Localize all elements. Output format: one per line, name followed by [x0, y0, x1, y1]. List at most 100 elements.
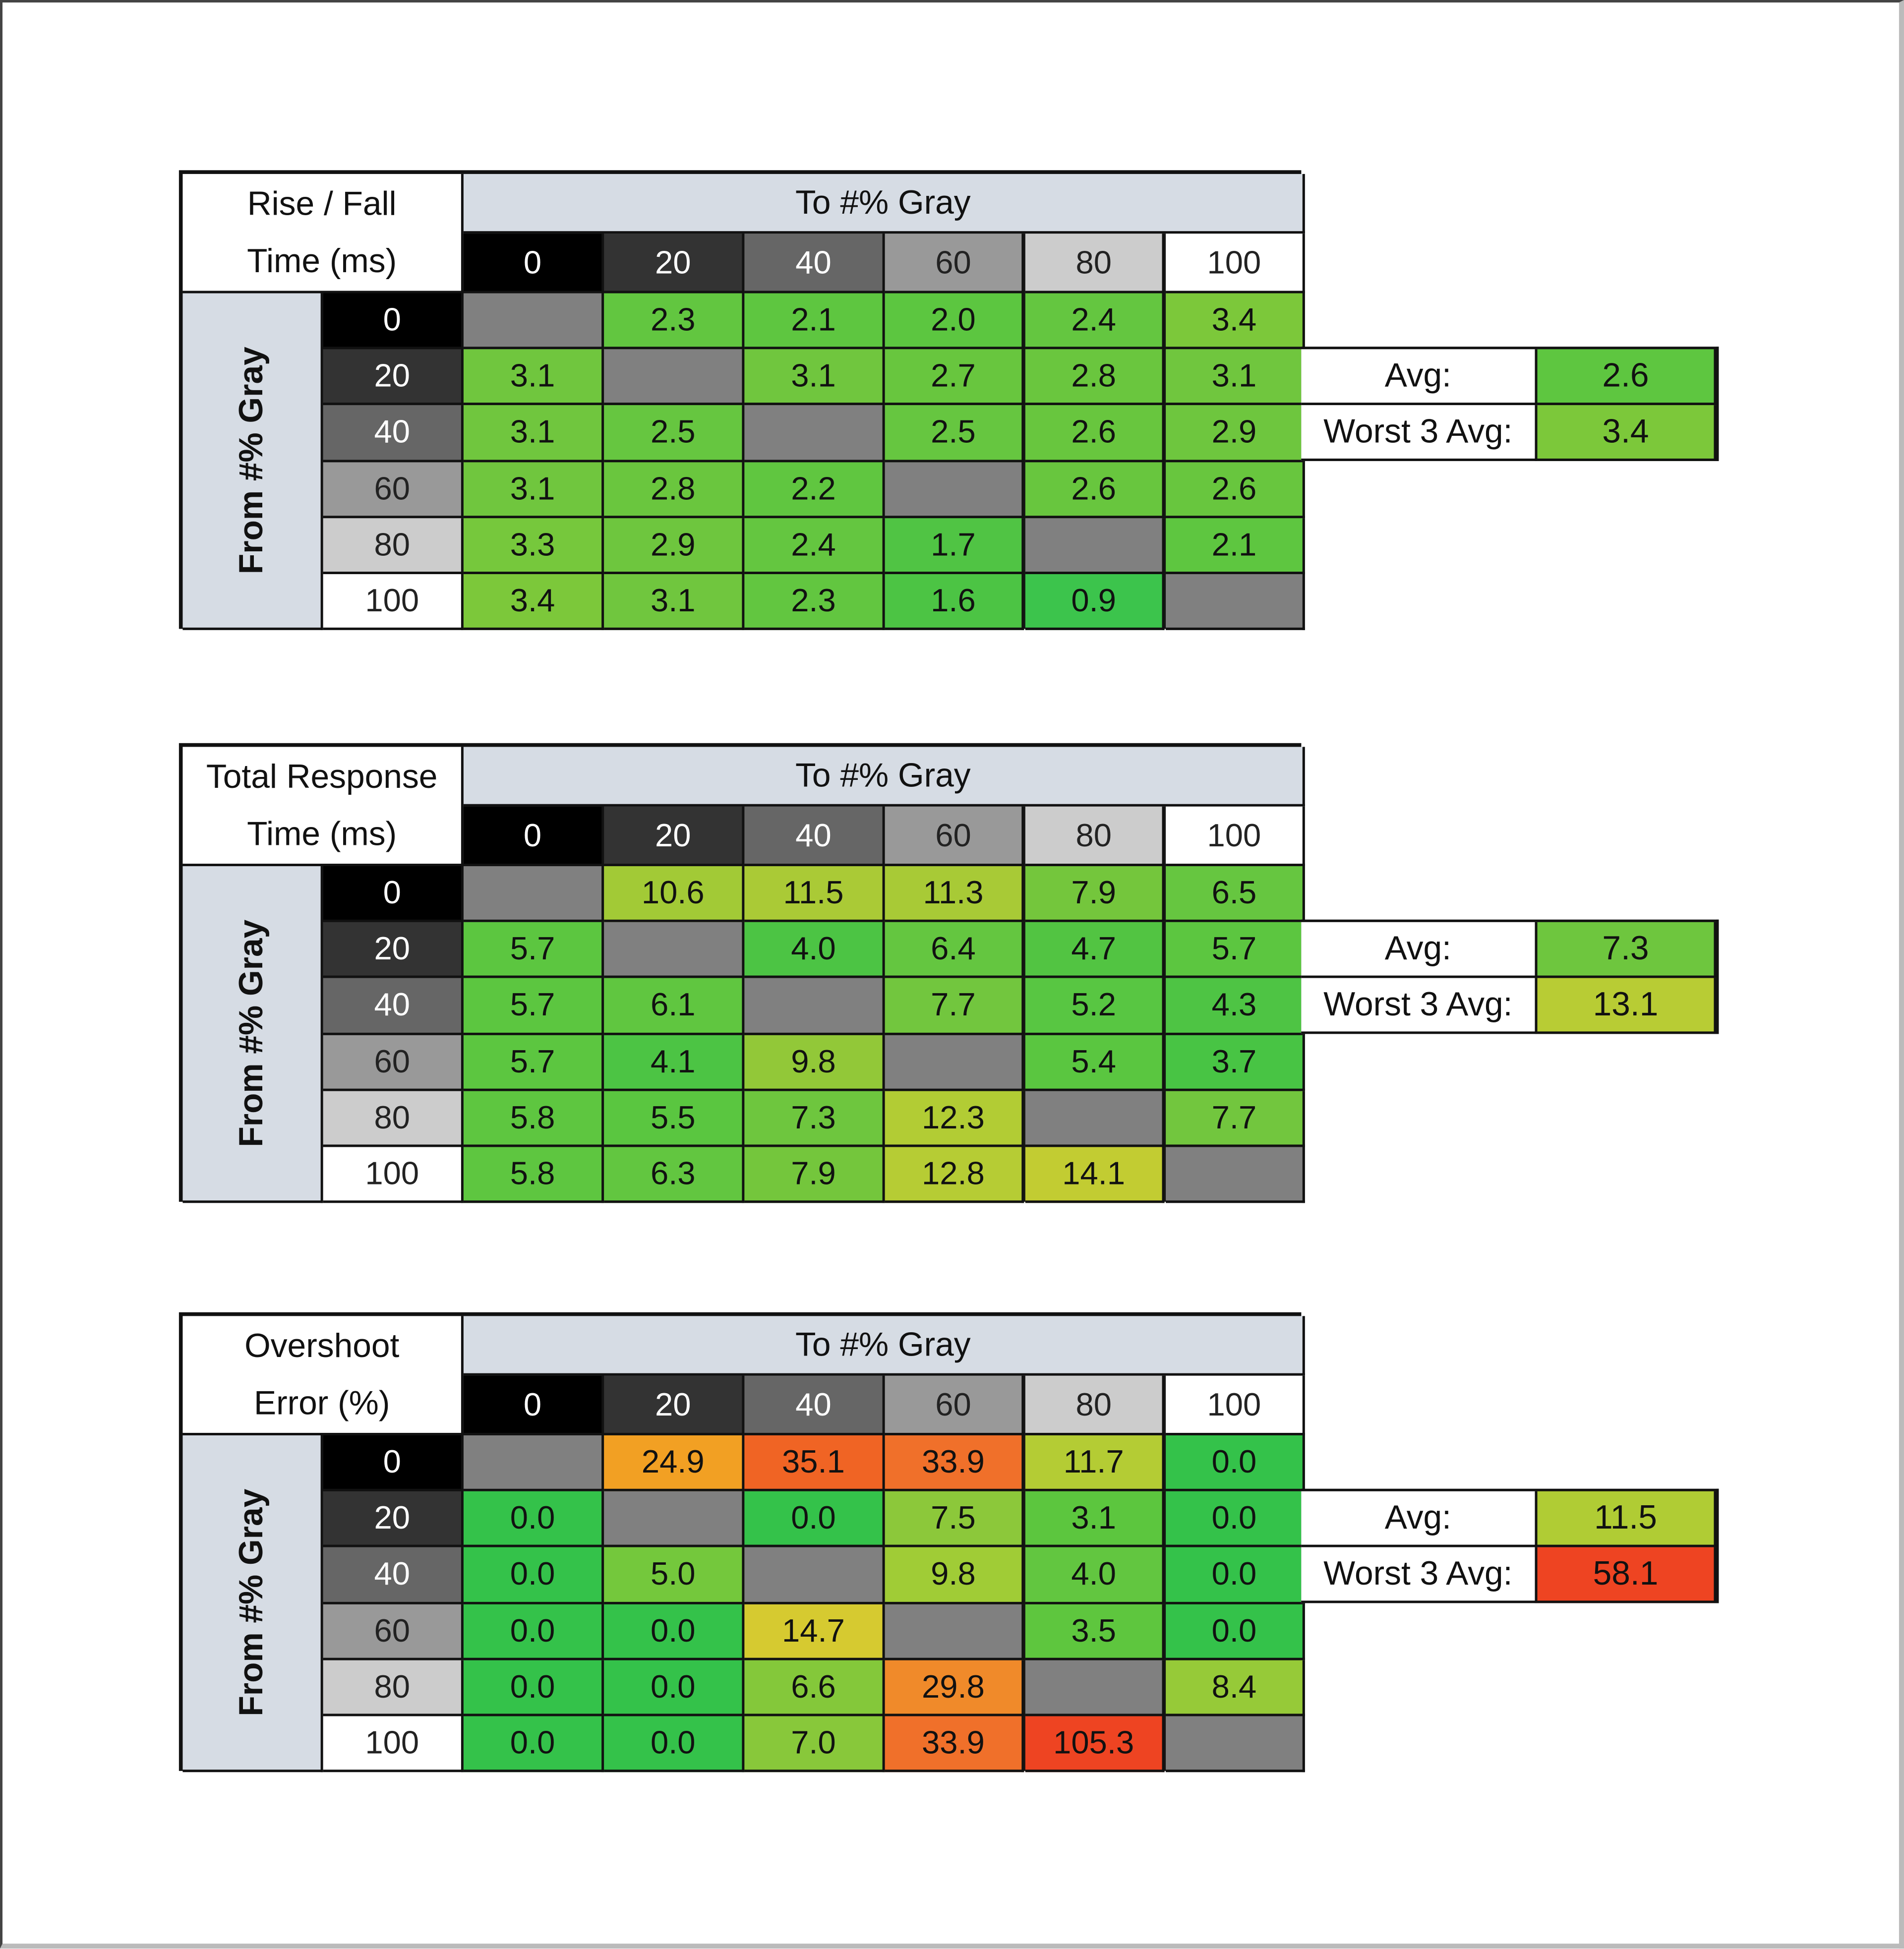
value-cell: 2.8 — [1025, 349, 1165, 406]
column-header: 20 — [604, 234, 745, 294]
value-cell: 14.7 — [744, 1603, 885, 1660]
value-cell: 3.1 — [604, 574, 745, 631]
value-cell: 2.0 — [885, 293, 1024, 350]
summary-box: Avg: 11.5 Worst 3 Avg: 58.1 — [1301, 1488, 1719, 1603]
value-cell: 6.1 — [604, 978, 745, 1035]
value-cell: 5.5 — [604, 1091, 745, 1147]
value-cell: 10.6 — [604, 866, 745, 923]
to-gray-header: To #% Gray — [463, 174, 1305, 234]
value-cell: 7.3 — [744, 1091, 885, 1147]
worst3-value: 3.4 — [1537, 405, 1717, 461]
from-gray-label: From #% Gray — [182, 293, 323, 631]
empty-cell — [1025, 1660, 1165, 1716]
value-cell: 3.4 — [1166, 293, 1305, 350]
summary-box: Avg: 2.6 Worst 3 Avg: 3.4 — [1301, 347, 1719, 461]
value-cell: 24.9 — [604, 1435, 745, 1492]
value-cell: 4.0 — [744, 922, 885, 979]
avg-value: 11.5 — [1537, 1491, 1717, 1547]
avg-label: Avg: — [1301, 1491, 1538, 1547]
empty-cell — [1025, 1091, 1165, 1147]
from-gray-text: From #% Gray — [232, 1488, 270, 1716]
empty-cell — [885, 462, 1024, 518]
avg-label: Avg: — [1301, 922, 1538, 978]
column-header: 80 — [1025, 1375, 1165, 1436]
table-title-line: Overshoot — [244, 1327, 400, 1365]
value-cell: 3.1 — [463, 406, 604, 462]
value-cell: 0.0 — [463, 1491, 604, 1548]
worst3-value: 58.1 — [1537, 1547, 1717, 1603]
value-cell: 5.7 — [463, 978, 604, 1035]
empty-cell — [604, 349, 745, 406]
value-cell: 3.1 — [1025, 1491, 1165, 1548]
value-cell: 4.3 — [1166, 978, 1305, 1035]
table-title-line: Error (%) — [253, 1384, 390, 1422]
value-cell: 1.6 — [885, 574, 1024, 631]
empty-cell — [744, 978, 885, 1035]
value-cell: 6.5 — [1166, 866, 1305, 923]
value-cell: 2.4 — [1025, 293, 1165, 350]
value-cell: 35.1 — [744, 1435, 885, 1492]
row-header: 0 — [323, 1435, 464, 1492]
value-cell: 4.1 — [604, 1034, 745, 1091]
to-gray-header: To #% Gray — [463, 747, 1305, 807]
value-cell: 2.6 — [1025, 462, 1165, 518]
empty-cell — [1166, 574, 1305, 631]
value-cell: 2.4 — [744, 518, 885, 574]
value-cell: 8.4 — [1166, 1660, 1305, 1716]
value-cell: 5.7 — [463, 1034, 604, 1091]
column-header: 40 — [744, 806, 885, 867]
value-cell: 9.8 — [885, 1547, 1024, 1604]
worst3-label: Worst 3 Avg: — [1301, 1547, 1538, 1603]
value-cell: 0.0 — [1166, 1435, 1305, 1492]
worst3-label: Worst 3 Avg: — [1301, 405, 1538, 461]
empty-cell — [885, 1603, 1024, 1660]
value-cell: 3.4 — [463, 574, 604, 631]
avg-value: 2.6 — [1537, 349, 1717, 406]
row-header: 20 — [323, 922, 464, 979]
value-cell: 0.0 — [744, 1491, 885, 1548]
value-cell: 29.8 — [885, 1660, 1024, 1716]
value-cell: 14.1 — [1025, 1147, 1165, 1203]
value-cell: 11.7 — [1025, 1435, 1165, 1492]
value-cell: 5.7 — [463, 922, 604, 979]
table-title: Total Response Time (ms) — [182, 747, 464, 867]
value-cell: 12.8 — [885, 1147, 1024, 1203]
value-cell: 4.0 — [1025, 1547, 1165, 1604]
value-cell: 11.3 — [885, 866, 1024, 923]
value-cell: 0.0 — [463, 1716, 604, 1772]
table-title-line: Time (ms) — [247, 242, 397, 280]
value-cell: 33.9 — [885, 1716, 1024, 1772]
avg-value: 7.3 — [1537, 922, 1717, 978]
value-cell: 3.3 — [463, 518, 604, 574]
value-cell: 33.9 — [885, 1435, 1024, 1492]
from-gray-text: From #% Gray — [232, 919, 270, 1147]
value-cell: 6.4 — [885, 922, 1024, 979]
data-table: Total Response Time (ms) To #% Gray 0 20 40 60… — [178, 743, 1305, 1203]
value-cell: 2.9 — [604, 518, 745, 574]
column-header: 80 — [1025, 234, 1165, 294]
empty-cell — [1025, 518, 1165, 574]
column-header: 60 — [885, 234, 1024, 294]
column-header: 20 — [604, 806, 745, 867]
row-header: 60 — [323, 462, 464, 518]
value-cell: 0.0 — [1166, 1603, 1305, 1660]
column-header: 0 — [463, 806, 604, 867]
value-cell: 11.5 — [744, 866, 885, 923]
value-cell: 2.5 — [885, 406, 1024, 462]
value-cell: 5.0 — [604, 1547, 745, 1604]
column-header: 100 — [1166, 806, 1305, 867]
value-cell: 5.2 — [1025, 978, 1165, 1035]
row-header: 0 — [323, 293, 464, 350]
column-header: 100 — [1166, 234, 1305, 294]
empty-cell — [1166, 1147, 1305, 1203]
value-cell: 105.3 — [1025, 1716, 1165, 1772]
column-header: 20 — [604, 1375, 745, 1436]
row-header: 100 — [323, 574, 464, 631]
table-title-line: Time (ms) — [247, 815, 397, 853]
empty-cell — [604, 922, 745, 979]
value-cell: 3.1 — [744, 349, 885, 406]
value-cell: 5.8 — [463, 1147, 604, 1203]
value-cell: 6.6 — [744, 1660, 885, 1716]
value-cell: 2.3 — [744, 574, 885, 631]
value-cell: 9.8 — [744, 1034, 885, 1091]
